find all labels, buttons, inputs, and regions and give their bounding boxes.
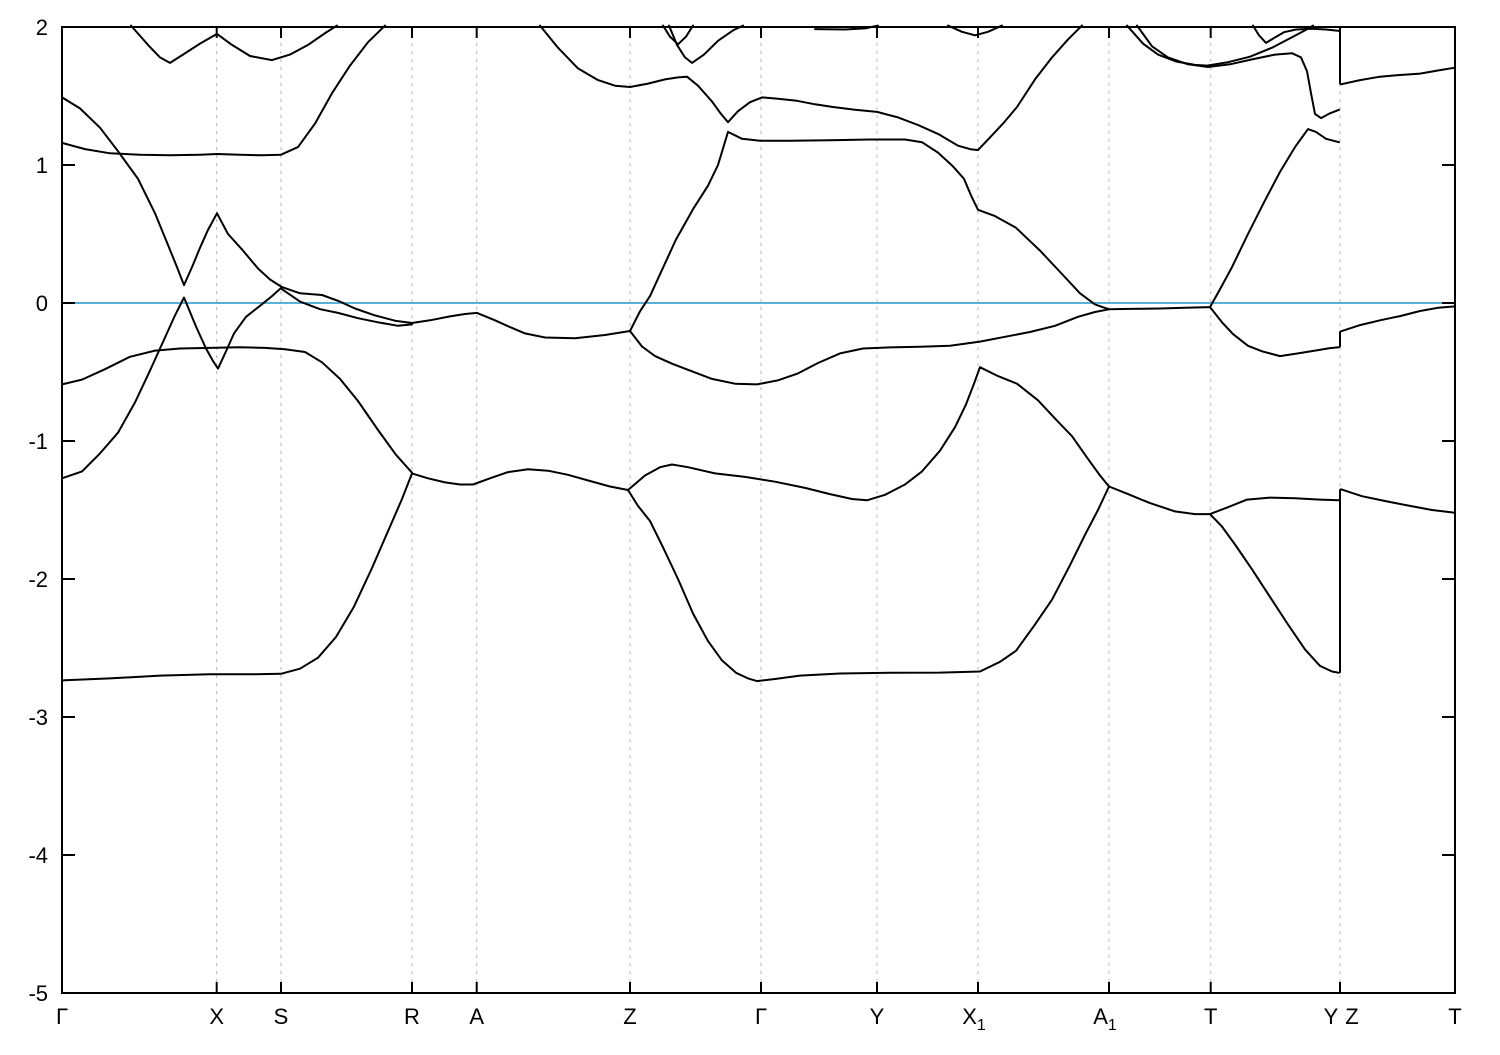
k-point-label: Γ bbox=[56, 1004, 68, 1029]
band-path bbox=[629, 308, 1110, 386]
band-path bbox=[1126, 24, 1314, 67]
k-point-label: S bbox=[274, 1004, 289, 1029]
y-axis-tick-label: 0 bbox=[36, 291, 48, 316]
band-path bbox=[947, 24, 1003, 37]
k-point-label: Y bbox=[870, 1004, 885, 1029]
y-axis-tick-label: -2 bbox=[28, 567, 48, 592]
k-point-label: X bbox=[209, 1004, 224, 1029]
k-point-label: Y bbox=[1324, 1004, 1339, 1029]
k-point-label: R bbox=[404, 1004, 420, 1029]
band-path bbox=[1340, 488, 1456, 514]
y-axis-tick-label: -5 bbox=[28, 981, 48, 1006]
k-point-label: T bbox=[1204, 1004, 1217, 1029]
y-axis-tick-label: -1 bbox=[28, 429, 48, 454]
k-point-label: Z bbox=[1345, 1004, 1358, 1029]
k-point-label: X1 bbox=[962, 1004, 986, 1034]
band-path bbox=[281, 288, 413, 327]
y-axis-tick-label: 2 bbox=[36, 15, 48, 40]
band-path bbox=[668, 24, 744, 64]
band-path bbox=[130, 24, 338, 64]
band-path bbox=[1209, 513, 1340, 674]
k-point-label: Z bbox=[623, 1004, 636, 1029]
band-path bbox=[627, 485, 1110, 683]
band-path bbox=[662, 24, 694, 46]
k-point-label: A1 bbox=[1093, 1004, 1117, 1034]
y-axis-tick-label: -3 bbox=[28, 705, 48, 730]
band-path bbox=[61, 286, 283, 480]
band-path bbox=[61, 472, 413, 682]
band-path bbox=[539, 24, 1083, 152]
band-path bbox=[411, 366, 1340, 516]
band-path bbox=[1340, 66, 1456, 86]
band-path bbox=[1340, 305, 1456, 333]
band-path bbox=[1252, 24, 1340, 44]
k-point-label: T bbox=[1448, 1004, 1461, 1029]
band-path bbox=[61, 24, 386, 157]
y-axis-tick-label: 1 bbox=[36, 153, 48, 178]
k-point-label: Γ bbox=[755, 1004, 767, 1029]
band-path bbox=[61, 346, 413, 474]
y-axis-tick-label: -4 bbox=[28, 843, 48, 868]
k-point-label: A bbox=[469, 1004, 484, 1029]
band-path bbox=[1209, 128, 1340, 309]
plot-frame bbox=[61, 26, 1456, 994]
band-path bbox=[61, 96, 1340, 358]
band-path bbox=[1136, 24, 1340, 120]
